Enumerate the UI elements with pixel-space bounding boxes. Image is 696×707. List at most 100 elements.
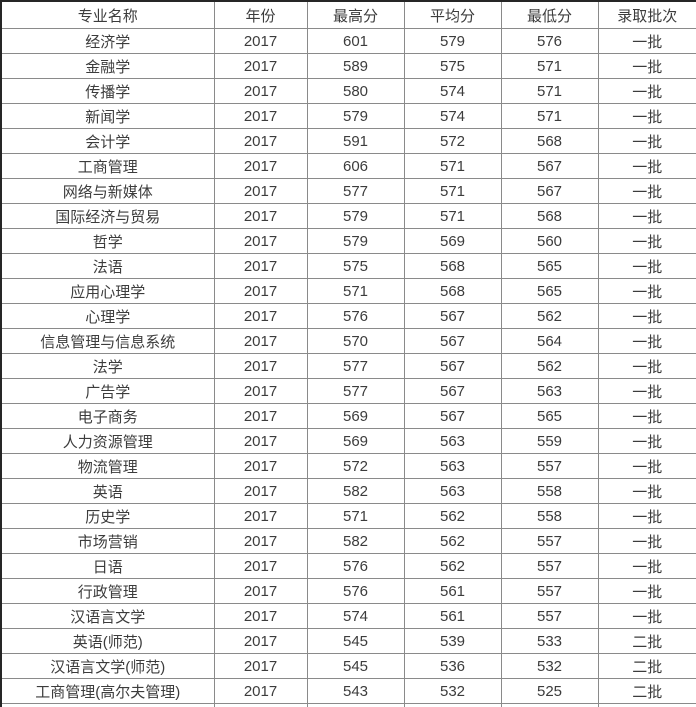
table-cell: 2017 [213,278,308,304]
table-cell: 579 [403,28,502,54]
table-cell: 电子商务 [0,403,215,429]
table-cell: 一批 [597,503,696,529]
table-cell: 一批 [597,378,696,404]
table-cell: 应用心理学 [0,278,215,304]
header-cell-avg-score: 平均分 [403,0,502,29]
table-cell [597,703,696,707]
table-cell: 二批 [597,678,696,704]
table-cell: 574 [403,103,502,129]
table-row: 心理学 2017 576 567 562 一批 [0,303,696,329]
table-cell: 2017 [213,503,308,529]
table-cell: 559 [500,428,599,454]
table-cell: 2017 [213,553,308,579]
table-row: 国际经济与贸易 2017 579 571 568 一批 [0,203,696,229]
table-cell: 563 [403,478,502,504]
table-row: 人力资源管理 2017 569 563 559 一批 [0,428,696,454]
table-cell: 2017 [213,28,308,54]
table-row: 经济学 2017 601 579 576 一批 [0,28,696,54]
table-cell: 571 [403,178,502,204]
table-row: 日语 2017 576 562 557 一批 [0,553,696,579]
table-cell: 533 [500,628,599,654]
table-cell: 576 [500,28,599,54]
table-cell: 565 [500,278,599,304]
table-cell: 557 [500,453,599,479]
table-cell: 2017 [213,453,308,479]
table-cell: 一批 [597,553,696,579]
table-row: 行政管理 2017 576 561 557 一批 [0,578,696,604]
table-cell: 英语 [0,478,215,504]
table-cell: 工商管理 [0,153,215,179]
table-cell: 574 [306,603,405,629]
table-cell: 570 [306,328,405,354]
table-cell: 心理学 [0,303,215,329]
table-cell: 一批 [597,528,696,554]
table-cell: 一批 [597,278,696,304]
table-row: 历史学 2017 571 562 558 一批 [0,503,696,529]
table-cell: 一批 [597,603,696,629]
table-cell: 网络与新媒体 [0,178,215,204]
table-cell: 601 [306,28,405,54]
table-cell: 2017 [213,203,308,229]
table-cell: 606 [306,153,405,179]
table-row: 信息管理与信息系统 2017 570 567 564 一批 [0,328,696,354]
table-cell: 物流管理 [0,453,215,479]
table-cell: 567 [403,403,502,429]
table-cell: 561 [403,578,502,604]
header-row: 专业名称 年份 最高分 平均分 最低分 录取批次 [0,0,696,29]
table-cell: 一批 [597,478,696,504]
table-cell: 563 [403,453,502,479]
table-cell: 571 [403,203,502,229]
header-cell-max-score: 最高分 [306,0,405,29]
table-cell: 569 [403,228,502,254]
table-cell: 2017 [213,353,308,379]
table-cell: 英语(师范) [0,628,215,654]
table-cell: 591 [306,128,405,154]
table-cell: 二批 [597,628,696,654]
table-cell [213,703,308,707]
table-cell: 日语 [0,553,215,579]
table-cell: 568 [500,128,599,154]
table-cell: 2017 [213,303,308,329]
table-cell: 新闻学 [0,103,215,129]
table-cell: 一批 [597,178,696,204]
table-cell: 一批 [597,578,696,604]
table-cell: 577 [306,178,405,204]
table-cell: 567 [403,353,502,379]
table-cell: 571 [306,503,405,529]
table-row: 会计学 2017 591 572 568 一批 [0,128,696,154]
table-cell: 2017 [213,228,308,254]
table-cell: 2017 [213,103,308,129]
table-cell: 577 [306,353,405,379]
table-cell: 一批 [597,228,696,254]
table-cell: 一批 [597,303,696,329]
table-cell: 广告学 [0,378,215,404]
table-cell: 567 [403,328,502,354]
table-row: 工商管理 2017 606 571 567 一批 [0,153,696,179]
table-cell: 557 [500,603,599,629]
header-cell-year: 年份 [213,0,308,29]
table-cell: 一批 [597,203,696,229]
table-cell: 2017 [213,403,308,429]
table-row: 英语(师范) 2017 545 539 533 二批 [0,628,696,654]
table-cell: 571 [306,278,405,304]
table-cell: 法学 [0,353,215,379]
table-cell: 543 [306,678,405,704]
table-cell: 562 [403,528,502,554]
table-cell: 2017 [213,253,308,279]
table-cell: 工商管理(高尔夫管理) [0,678,215,704]
table-cell [306,703,405,707]
table-cell: 562 [403,553,502,579]
table-cell: 558 [500,478,599,504]
table-cell: 532 [403,678,502,704]
table-cell: 传播学 [0,78,215,104]
table-cell: 589 [306,53,405,79]
table-cell: 532 [500,653,599,679]
table-cell: 562 [500,303,599,329]
table-cell: 568 [403,278,502,304]
table-cell: 568 [403,253,502,279]
table-row: 汉语言文学(师范) 2017 545 536 532 二批 [0,653,696,679]
table-cell: 一批 [597,403,696,429]
table-cell: 563 [403,428,502,454]
